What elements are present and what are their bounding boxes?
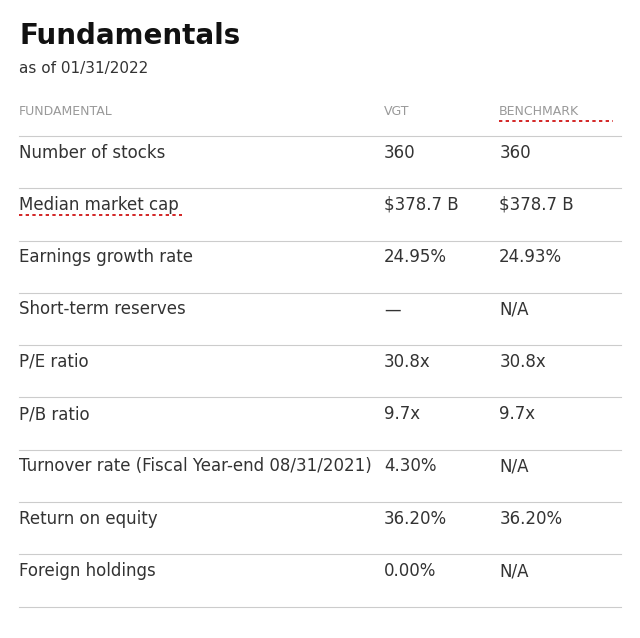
- Text: as of 01/31/2022: as of 01/31/2022: [19, 61, 148, 76]
- Text: Short-term reserves: Short-term reserves: [19, 300, 186, 318]
- Text: Return on equity: Return on equity: [19, 510, 158, 528]
- Text: $378.7 B: $378.7 B: [384, 196, 459, 214]
- Text: —: —: [384, 300, 401, 318]
- Text: 4.30%: 4.30%: [384, 457, 436, 475]
- Text: P/B ratio: P/B ratio: [19, 405, 90, 423]
- Text: 9.7x: 9.7x: [384, 405, 420, 423]
- Text: N/A: N/A: [499, 457, 529, 475]
- Text: 360: 360: [384, 144, 415, 161]
- Text: Foreign holdings: Foreign holdings: [19, 562, 156, 580]
- Text: VGT: VGT: [384, 105, 410, 118]
- Text: P/E ratio: P/E ratio: [19, 353, 89, 371]
- Text: Turnover rate (Fiscal Year-end 08/31/2021): Turnover rate (Fiscal Year-end 08/31/202…: [19, 457, 372, 475]
- Text: $378.7 B: $378.7 B: [499, 196, 574, 214]
- Text: Median market cap: Median market cap: [19, 196, 179, 214]
- Text: 9.7x: 9.7x: [499, 405, 535, 423]
- Text: 360: 360: [499, 144, 531, 161]
- Text: BENCHMARK: BENCHMARK: [499, 105, 579, 118]
- Text: 36.20%: 36.20%: [384, 510, 447, 528]
- Text: Fundamentals: Fundamentals: [19, 22, 241, 50]
- Text: 24.95%: 24.95%: [384, 248, 447, 266]
- Text: N/A: N/A: [499, 300, 529, 318]
- Text: N/A: N/A: [499, 562, 529, 580]
- Text: 36.20%: 36.20%: [499, 510, 563, 528]
- Text: 30.8x: 30.8x: [384, 353, 431, 371]
- Text: FUNDAMENTAL: FUNDAMENTAL: [19, 105, 113, 118]
- Text: 30.8x: 30.8x: [499, 353, 546, 371]
- Text: 24.93%: 24.93%: [499, 248, 563, 266]
- Text: Number of stocks: Number of stocks: [19, 144, 166, 161]
- Text: 0.00%: 0.00%: [384, 562, 436, 580]
- Text: Earnings growth rate: Earnings growth rate: [19, 248, 193, 266]
